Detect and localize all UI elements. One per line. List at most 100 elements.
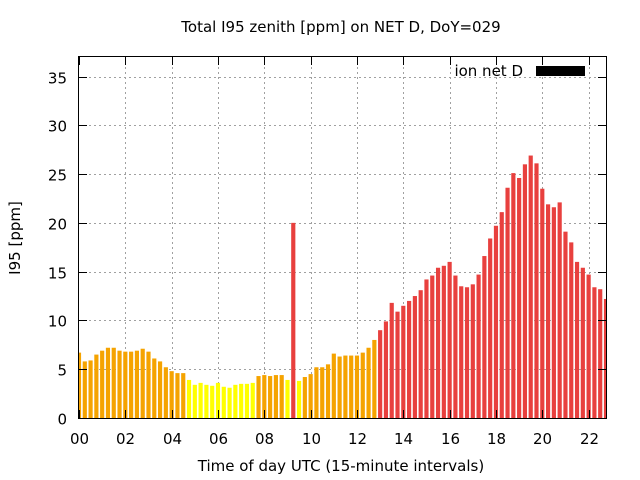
bar-series [79,155,606,419]
bar [134,350,139,418]
bar [557,202,562,418]
bar [146,351,151,418]
bar [563,231,568,418]
bar [140,348,145,418]
bar [198,382,203,418]
bar [476,274,481,418]
x-tick-label: 12 [348,430,367,448]
bar [372,339,377,418]
bar [204,384,209,418]
x-tick-label: 10 [302,430,321,448]
bar [424,279,429,418]
bar [123,351,128,418]
bar [407,300,412,418]
bar [105,347,111,418]
bar [366,347,371,418]
x-axis-label: Time of day UTC (15-minute intervals) [197,457,484,475]
x-axis-ticks: 00 02 04 06 08 10 12 14 16 18 20 22 [70,57,599,448]
bar [100,350,105,418]
bar [598,289,603,418]
bar [360,352,365,418]
bar [302,377,307,418]
bar [94,354,99,418]
bar [505,187,510,418]
bar [574,261,580,418]
bar [325,364,331,418]
bar [488,238,493,418]
bar [268,376,273,418]
bar [308,374,313,418]
bar [186,379,192,418]
x-tick-label: 02 [116,430,135,448]
bar [534,163,539,418]
bar [296,380,302,418]
bar [221,386,226,418]
bar [511,173,516,418]
bar [493,225,499,418]
bar [210,385,215,418]
plot-frame [78,56,607,419]
y-tick-label: 0 [57,411,67,429]
bar [349,355,354,418]
bar [354,355,360,418]
bar [517,177,522,418]
bar [569,242,574,418]
bar [343,355,348,418]
bar [470,284,475,418]
bar [447,261,452,418]
bar [389,302,394,418]
y-axis-label: I95 [ppm] [6,201,24,275]
bar [337,356,342,418]
y-axis-ticks: 0 5 10 15 20 25 30 35 [48,70,606,429]
bar [233,384,238,418]
bar [279,375,284,418]
chart-title: Total I95 zenith [ppm] on NET D, DoY=029 [180,18,500,36]
bar [603,298,606,418]
bar [169,371,174,418]
legend-label: ion net D [454,62,523,80]
x-tick-label: 18 [487,430,506,448]
bar [157,361,163,418]
y-tick-label: 25 [48,167,67,185]
bar [331,353,336,418]
y-tick-label: 30 [48,118,67,136]
y-tick-label: 35 [48,70,67,88]
bar [430,275,435,418]
bar [273,375,278,418]
bar [459,286,464,418]
bar [285,379,290,418]
bar [175,373,180,418]
bar [378,330,383,418]
bar [250,382,255,418]
x-tick-label: 04 [163,430,182,448]
bar [163,367,168,418]
bar [540,188,545,418]
bar [546,204,551,418]
x-tick-label: 16 [441,430,460,448]
bar [314,367,319,418]
bar [592,287,597,418]
x-tick-label: 14 [394,430,413,448]
bar [88,360,93,418]
bar [441,265,446,418]
legend-swatch [536,66,585,76]
x-tick-label: 22 [580,430,599,448]
bar [499,212,504,418]
bar [580,267,585,418]
bar [82,361,87,418]
bar [482,256,487,418]
y-tick-label: 20 [48,216,67,234]
bar [117,350,122,418]
bar [262,375,267,418]
x-tick-label: 00 [70,430,89,448]
x-tick-label: 08 [255,430,274,448]
bar [435,267,441,418]
bar [79,352,82,418]
bar [412,296,417,418]
bar [181,373,186,418]
bar [453,275,458,418]
bar [528,155,533,419]
bar [291,222,296,418]
bar [244,383,250,418]
